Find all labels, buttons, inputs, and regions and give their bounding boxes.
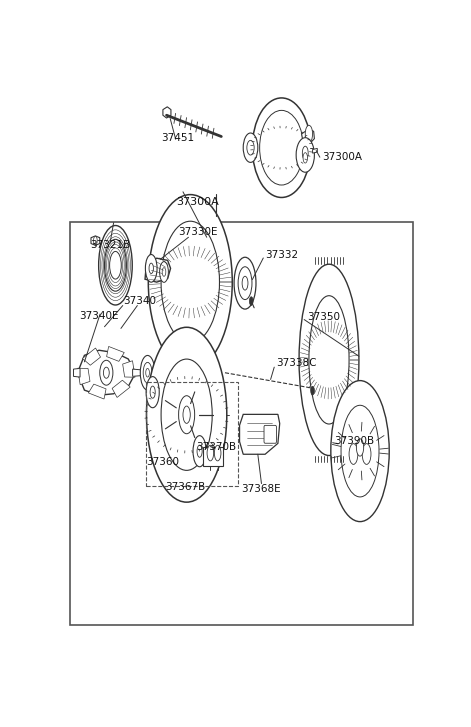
FancyBboxPatch shape [70,222,413,624]
Ellipse shape [260,111,303,185]
Ellipse shape [100,361,113,385]
Ellipse shape [183,406,190,423]
Polygon shape [89,384,106,399]
Ellipse shape [214,446,221,461]
Ellipse shape [161,221,219,343]
Ellipse shape [148,195,232,369]
Text: 37451: 37451 [161,132,194,142]
Ellipse shape [296,137,315,172]
Polygon shape [78,368,90,385]
Ellipse shape [234,257,256,309]
Ellipse shape [250,297,253,305]
Ellipse shape [299,264,359,456]
Ellipse shape [309,296,349,424]
FancyBboxPatch shape [264,425,276,443]
Text: 37368E: 37368E [242,484,281,494]
Ellipse shape [146,327,227,502]
Ellipse shape [362,443,371,465]
Polygon shape [79,350,134,395]
Ellipse shape [305,125,313,142]
Ellipse shape [162,268,166,276]
Polygon shape [145,258,171,282]
Polygon shape [91,236,100,245]
Ellipse shape [193,435,206,467]
Ellipse shape [146,369,149,377]
Ellipse shape [357,439,364,456]
Ellipse shape [197,445,202,457]
Text: 37332: 37332 [265,250,298,260]
Ellipse shape [160,262,169,282]
Ellipse shape [341,405,379,497]
Ellipse shape [331,381,389,521]
Polygon shape [301,129,315,143]
Text: 37330E: 37330E [178,227,217,237]
Ellipse shape [110,252,122,279]
Polygon shape [240,414,280,454]
Polygon shape [73,369,80,377]
Ellipse shape [311,386,315,395]
Ellipse shape [349,443,358,465]
Text: 37367B: 37367B [165,483,205,492]
Text: 37300A: 37300A [322,152,362,162]
Ellipse shape [149,263,154,273]
Ellipse shape [104,367,109,378]
Text: 37390B: 37390B [334,436,374,446]
Ellipse shape [105,239,126,292]
Text: 37340: 37340 [123,296,156,306]
Ellipse shape [242,276,248,290]
Ellipse shape [150,386,155,398]
Polygon shape [112,380,130,398]
Text: 37360: 37360 [146,457,179,467]
Polygon shape [163,107,171,118]
Ellipse shape [303,153,308,163]
Polygon shape [203,446,223,466]
Polygon shape [122,361,135,377]
Text: 37340E: 37340E [79,310,118,321]
Ellipse shape [98,225,132,305]
Polygon shape [133,369,141,377]
Ellipse shape [243,133,258,162]
Ellipse shape [140,356,155,390]
Polygon shape [82,348,100,365]
Ellipse shape [247,140,254,155]
Ellipse shape [238,267,252,300]
Text: 37370B: 37370B [196,441,236,451]
Ellipse shape [143,362,152,383]
Ellipse shape [179,395,195,434]
Polygon shape [106,347,124,361]
Ellipse shape [252,98,311,198]
Text: 37338C: 37338C [276,358,317,368]
Ellipse shape [146,254,157,282]
Text: 37321B: 37321B [90,240,130,250]
Ellipse shape [302,146,308,160]
Text: 37300A: 37300A [176,197,219,207]
Polygon shape [313,148,317,153]
Ellipse shape [161,359,212,470]
Ellipse shape [146,377,159,408]
Ellipse shape [94,236,97,245]
Text: 37350: 37350 [307,312,340,322]
Ellipse shape [207,446,214,461]
